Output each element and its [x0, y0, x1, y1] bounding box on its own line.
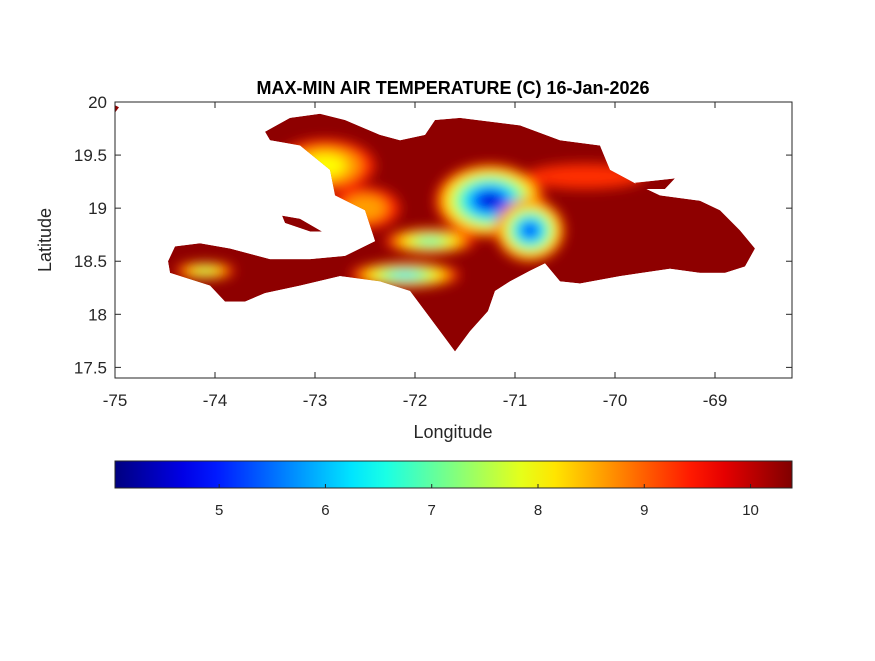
- colorbar-ticks: 5 6 7 8 9 10: [215, 484, 759, 519]
- x-tick-label: -74: [203, 391, 228, 410]
- land-polygon: [635, 178, 675, 189]
- temperature-contour: [481, 194, 499, 207]
- x-tick-label: -70: [603, 391, 628, 410]
- x-ticks: -75 -74 -73 -72 -71 -70 -69: [103, 102, 728, 410]
- y-tick-label: 19: [88, 199, 107, 218]
- x-tick-label: -73: [303, 391, 328, 410]
- colorbar: [114, 460, 793, 489]
- x-tick-label: -71: [503, 391, 528, 410]
- y-tick-label: 17.5: [74, 358, 107, 377]
- colorbar-tick-label: 7: [428, 502, 436, 519]
- temperature-contour: [392, 272, 418, 278]
- land-fragment: [115, 105, 119, 113]
- temperature-contour: [523, 224, 537, 237]
- land-area: [168, 113, 755, 352]
- y-tick-label: 19.5: [74, 146, 107, 165]
- x-tick-label: -72: [403, 391, 428, 410]
- y-tick-label: 18: [88, 305, 107, 324]
- chart-title: MAX-MIN AIR TEMPERATURE (C) 16-Jan-2026: [256, 78, 649, 98]
- axes-box: [114, 101, 793, 379]
- colorbar-tick-label: 6: [321, 502, 329, 519]
- y-ticks: 17.5 18 18.5 19 19.5 20: [74, 93, 792, 377]
- colorbar-tick-label: 5: [215, 502, 223, 519]
- land-polygon: [282, 215, 322, 232]
- temperature-contour: [344, 195, 386, 221]
- colorbar-tick-label: 10: [742, 502, 759, 519]
- x-tick-label: -75: [103, 391, 128, 410]
- colorbar-tick-label: 9: [640, 502, 648, 519]
- temperature-contour: [303, 154, 347, 177]
- y-axis-label: Latitude: [35, 208, 55, 272]
- colorbar-tick-label: 8: [534, 502, 542, 519]
- temperature-contour: [417, 237, 443, 245]
- map-layer: [115, 105, 755, 352]
- y-tick-label: 20: [88, 93, 107, 112]
- x-axis-label: Longitude: [413, 422, 492, 442]
- y-tick-label: 18.5: [74, 252, 107, 271]
- temperature-contour: [525, 163, 645, 190]
- temperature-contour: [195, 267, 215, 274]
- x-tick-label: -69: [703, 391, 728, 410]
